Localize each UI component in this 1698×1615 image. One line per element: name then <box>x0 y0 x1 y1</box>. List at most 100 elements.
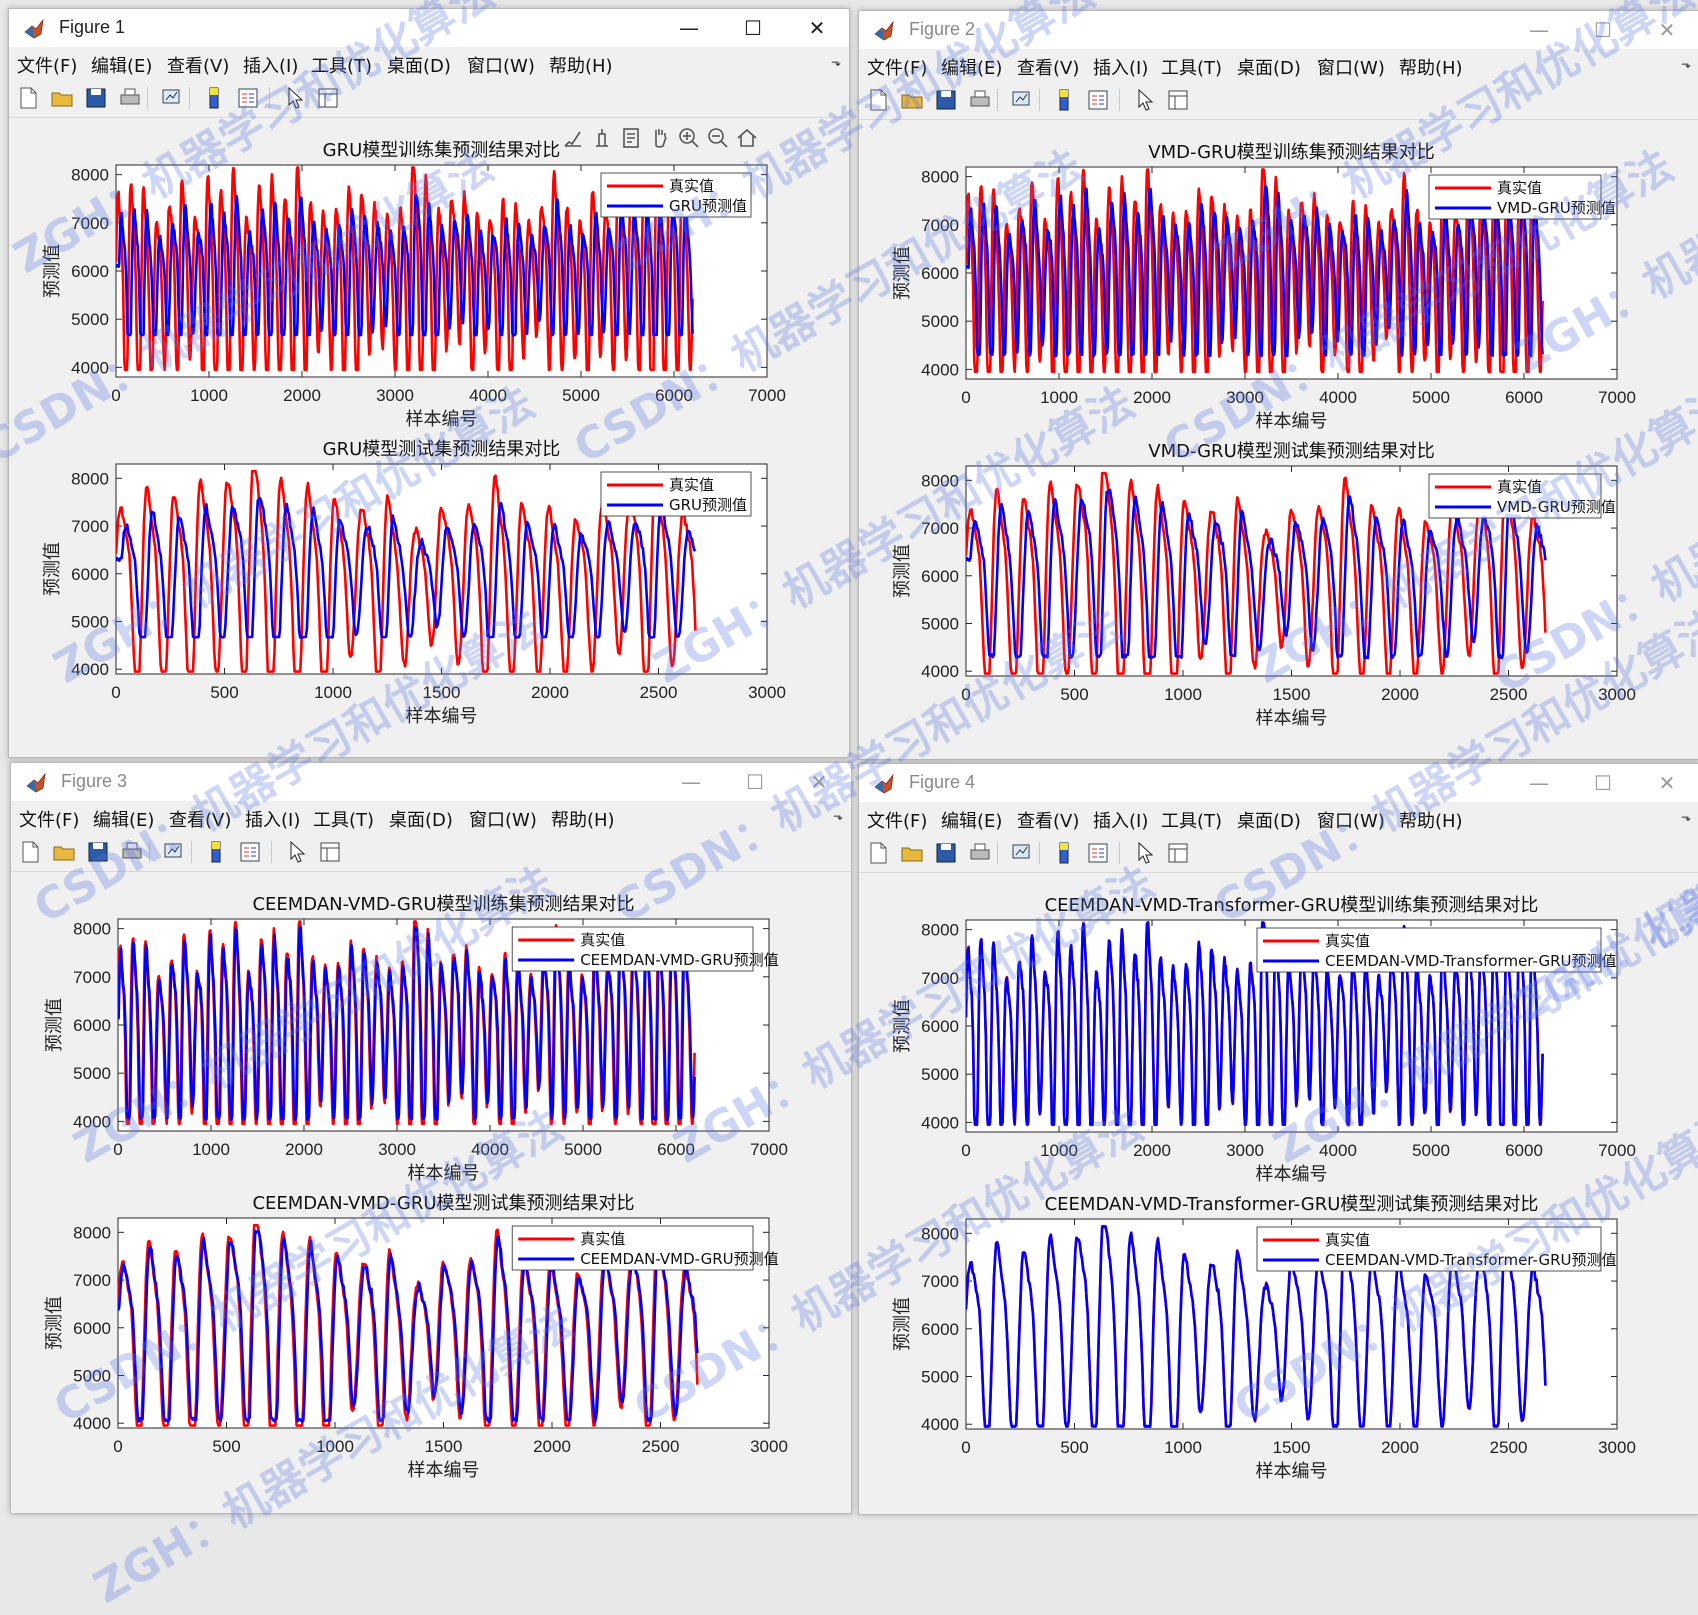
save-icon[interactable] <box>83 85 109 111</box>
legend[interactable]: 真实值 VMD-GRU预测值 <box>1428 473 1616 519</box>
link-plot-icon[interactable] <box>1009 840 1035 866</box>
menu-item[interactable]: 文件(F) <box>867 58 928 79</box>
menu-item[interactable]: 桌面(D) <box>1237 58 1301 79</box>
pan-icon[interactable] <box>648 126 672 150</box>
menu-item[interactable]: 窗口(W) <box>467 56 535 77</box>
menu-item[interactable]: 编辑(E) <box>941 58 1003 79</box>
menu-item[interactable]: 窗口(W) <box>1317 58 1385 79</box>
menu-overflow-icon[interactable]: ⬎ <box>1680 57 1691 71</box>
legend[interactable]: 真实值 VMD-GRU预测值 <box>1428 174 1616 220</box>
menu-overflow-icon[interactable]: ⬎ <box>1680 810 1691 824</box>
legend[interactable]: 真实值 GRU预测值 <box>600 172 752 218</box>
menu-item[interactable]: 工具(T) <box>1161 58 1223 79</box>
figure-window-1[interactable]: Figure 1 — ☐ ✕ 文件(F) 编辑(E) 查看(V) 插入(I) 工具(T) 桌面(D… <box>8 8 850 758</box>
colorbar-icon[interactable] <box>203 839 229 865</box>
menu-item[interactable]: 编辑(E) <box>91 56 153 77</box>
maximize-button[interactable]: ☐ <box>1594 771 1612 795</box>
axes-test[interactable]: CEEMDAN-VMD-GRU模型测试集预测结果对比 0 500 1000 1500 20… <box>44 1193 788 1481</box>
menu-item[interactable]: 编辑(E) <box>941 811 1003 832</box>
menu-item[interactable]: 帮助(H) <box>1399 58 1463 79</box>
export-icon[interactable] <box>619 126 643 150</box>
axes-train[interactable]: CEEMDAN-VMD-GRU模型训练集预测结果对比 0 1000 2000 3000 4… <box>44 894 788 1184</box>
menu-item[interactable]: 查看(V) <box>167 56 230 77</box>
menu-item[interactable]: 窗口(W) <box>469 810 537 831</box>
menu-item[interactable]: 编辑(E) <box>93 810 155 831</box>
title-bar[interactable]: Figure 1 — ☐ ✕ <box>9 9 849 47</box>
menu-item[interactable]: 帮助(H) <box>1399 811 1463 832</box>
axes-train[interactable]: GRU模型训练集预测结果对比 0 1000 2000 3000 4000 5000 6000 7… <box>42 140 786 430</box>
menu-item[interactable]: 桌面(D) <box>387 56 451 77</box>
menu-item[interactable]: 查看(V) <box>169 810 232 831</box>
legend[interactable]: 真实值 GRU预测值 <box>600 471 752 517</box>
menu-item[interactable]: 桌面(D) <box>1237 811 1301 832</box>
save-icon[interactable] <box>85 839 111 865</box>
axes-test[interactable]: CEEMDAN-VMD-Transformer-GRU模型测试集预测结果对比 0 5… <box>892 1194 1636 1482</box>
maximize-button[interactable]: ☐ <box>746 770 764 794</box>
menu-item[interactable]: 插入(I) <box>1093 811 1149 832</box>
minimize-button[interactable]: — <box>681 770 701 794</box>
new-file-icon[interactable] <box>15 85 41 111</box>
axes-test[interactable]: VMD-GRU模型测试集预测结果对比 0 500 1000 1500 2000 2500 30… <box>892 441 1636 729</box>
legend-icon[interactable] <box>237 839 263 865</box>
minimize-button[interactable]: — <box>1529 18 1549 42</box>
legend[interactable]: 真实值 CEEMDAN-VMD-Transformer-GRU预测值 <box>1256 1226 1617 1272</box>
pointer-icon[interactable] <box>283 839 309 865</box>
menu-item[interactable]: 插入(I) <box>1093 58 1149 79</box>
figure-window-4[interactable]: Figure 4 — ☐ ✕ 文件(F) 编辑(E) 查看(V) 插入(I) 工具(T) 桌面(D… <box>858 763 1698 1515</box>
legend-icon[interactable] <box>235 85 261 111</box>
property-editor-icon[interactable] <box>1165 87 1191 113</box>
menu-item[interactable]: 查看(V) <box>1017 58 1080 79</box>
open-folder-icon[interactable] <box>899 840 925 866</box>
save-icon[interactable] <box>933 840 959 866</box>
legend-icon[interactable] <box>1085 87 1111 113</box>
maximize-button[interactable]: ☐ <box>744 16 762 40</box>
open-folder-icon[interactable] <box>49 85 75 111</box>
print-icon[interactable] <box>117 85 143 111</box>
minimize-button[interactable]: — <box>679 16 699 40</box>
menu-item[interactable]: 帮助(H) <box>551 810 615 831</box>
menu-item[interactable]: 窗口(W) <box>1317 811 1385 832</box>
open-folder-icon[interactable] <box>899 87 925 113</box>
axes-train[interactable]: VMD-GRU模型训练集预测结果对比 0 1000 2000 3000 4000 5000 6… <box>892 142 1636 432</box>
zoom-in-icon[interactable] <box>677 126 701 150</box>
link-plot-icon[interactable] <box>1009 87 1035 113</box>
legend-icon[interactable] <box>1085 840 1111 866</box>
title-bar[interactable]: Figure 4 — ☐ ✕ <box>859 764 1698 802</box>
print-icon[interactable] <box>967 840 993 866</box>
menu-item[interactable]: 插入(I) <box>243 56 299 77</box>
data-tip-icon[interactable] <box>590 126 614 150</box>
pointer-icon[interactable] <box>1131 840 1157 866</box>
link-plot-icon[interactable] <box>161 839 187 865</box>
save-icon[interactable] <box>933 87 959 113</box>
legend[interactable]: 真实值 CEEMDAN-VMD-GRU预测值 <box>511 926 779 972</box>
menu-item[interactable]: 文件(F) <box>19 810 80 831</box>
menu-item[interactable]: 文件(F) <box>867 811 928 832</box>
menu-item[interactable]: 插入(I) <box>245 810 301 831</box>
title-bar[interactable]: Figure 2 — ☐ ✕ <box>859 11 1698 49</box>
close-button[interactable]: ✕ <box>1658 18 1676 42</box>
new-file-icon[interactable] <box>865 840 891 866</box>
axes-train[interactable]: CEEMDAN-VMD-Transformer-GRU模型训练集预测结果对比 0 1… <box>892 895 1636 1185</box>
property-editor-icon[interactable] <box>317 839 343 865</box>
print-icon[interactable] <box>967 87 993 113</box>
menu-item[interactable]: 查看(V) <box>1017 811 1080 832</box>
figure-window-3[interactable]: Figure 3 — ☐ ✕ 文件(F) 编辑(E) 查看(V) 插入(I) 工具(T) 桌面(D… <box>10 762 852 1514</box>
close-button[interactable]: ✕ <box>1658 771 1676 795</box>
new-file-icon[interactable] <box>17 839 43 865</box>
new-file-icon[interactable] <box>865 87 891 113</box>
menu-item[interactable]: 桌面(D) <box>389 810 453 831</box>
link-plot-icon[interactable] <box>159 85 185 111</box>
zoom-out-icon[interactable] <box>706 126 730 150</box>
pointer-icon[interactable] <box>281 85 307 111</box>
close-button[interactable]: ✕ <box>808 16 826 40</box>
property-editor-icon[interactable] <box>315 85 341 111</box>
close-button[interactable]: ✕ <box>810 770 828 794</box>
minimize-button[interactable]: — <box>1529 771 1549 795</box>
home-icon[interactable] <box>735 126 759 150</box>
legend[interactable]: 真实值 CEEMDAN-VMD-GRU预测值 <box>511 1225 779 1271</box>
title-bar[interactable]: Figure 3 — ☐ ✕ <box>11 763 851 801</box>
menu-item[interactable]: 工具(T) <box>311 56 373 77</box>
brush-icon[interactable] <box>561 126 585 150</box>
menu-overflow-icon[interactable]: ⬎ <box>830 55 841 69</box>
colorbar-icon[interactable] <box>1051 840 1077 866</box>
